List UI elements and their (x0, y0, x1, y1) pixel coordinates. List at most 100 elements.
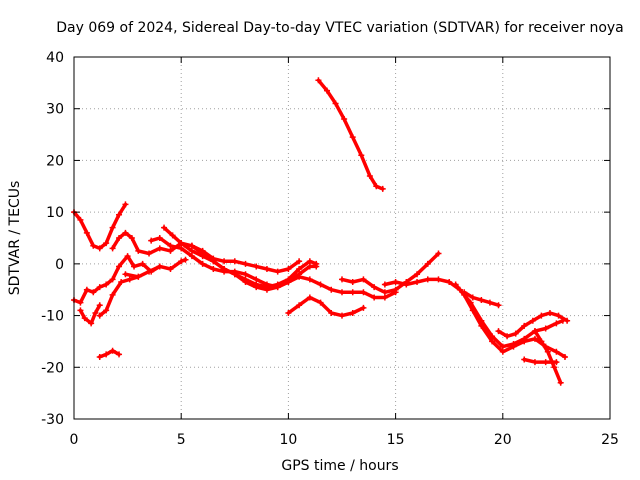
data-point (109, 347, 116, 354)
data-point (555, 312, 562, 319)
data-point (83, 286, 90, 293)
data-point (109, 224, 116, 231)
data-point (469, 294, 476, 301)
data-point (188, 253, 195, 260)
series-arc-17 (495, 309, 571, 340)
data-point (96, 245, 103, 252)
data-point (371, 284, 378, 291)
series-arc-1 (71, 201, 129, 252)
data-point (360, 276, 367, 283)
data-point (546, 309, 553, 316)
data-point (557, 379, 564, 386)
data-point (77, 216, 84, 223)
data-point (313, 260, 320, 267)
data-point (161, 224, 168, 231)
data-point (116, 235, 123, 241)
data-point (341, 116, 348, 123)
y-tick-label: 40 (46, 50, 64, 66)
data-point (296, 266, 303, 273)
data-point (332, 100, 339, 107)
data-point (178, 245, 185, 252)
chart-title: Day 069 of 2024, Sidereal Day-to-day VTE… (56, 20, 624, 36)
series-line (97, 348, 121, 359)
data-point (285, 309, 292, 316)
series-arc-19 (521, 356, 560, 366)
data-point (521, 338, 528, 345)
data-point (358, 152, 365, 159)
data-point (469, 307, 476, 314)
data-point (274, 281, 281, 288)
data-point (188, 247, 195, 254)
data-point (199, 260, 206, 267)
data-point (285, 266, 292, 273)
data-point (263, 284, 270, 291)
data-point (242, 271, 249, 278)
data-point (109, 276, 116, 283)
data-point (178, 258, 185, 265)
data-point (499, 343, 506, 350)
data-point (253, 276, 260, 283)
x-axis-ticks: 0 5 10 15 20 25 (70, 57, 619, 448)
data-point (328, 286, 335, 293)
data-point (349, 309, 356, 316)
data-point (403, 281, 410, 288)
data-point (371, 294, 378, 301)
data-point (564, 317, 571, 324)
data-point (339, 312, 345, 319)
data-point (122, 201, 129, 208)
series-arc-15 (452, 281, 568, 360)
data-point (81, 315, 88, 322)
data-point (551, 364, 558, 371)
data-point (510, 343, 517, 350)
data-point (414, 278, 421, 285)
data-point (274, 268, 281, 275)
data-point (182, 256, 189, 263)
data-point (317, 281, 324, 288)
series-arc-2 (71, 253, 163, 306)
data-point (296, 258, 303, 265)
data-point (178, 240, 185, 247)
data-point (339, 276, 345, 283)
data-point (131, 263, 138, 270)
y-tick-label: 20 (46, 153, 64, 169)
x-tick-label: 5 (177, 432, 186, 448)
y-tick-label: 30 (46, 102, 64, 118)
data-point (128, 235, 135, 241)
data-point (167, 242, 174, 249)
data-point (146, 268, 153, 275)
data-point (373, 183, 380, 190)
data-point (561, 353, 568, 360)
data-point (379, 185, 386, 192)
data-point (489, 338, 496, 345)
series-line (453, 282, 567, 359)
data-point (167, 266, 174, 273)
data-point (328, 309, 335, 316)
data-point (188, 242, 195, 249)
data-point (90, 242, 97, 249)
data-point (96, 312, 103, 319)
data-series (71, 77, 571, 386)
data-point (156, 245, 163, 252)
data-point (542, 325, 549, 332)
data-point (339, 289, 345, 296)
data-point (360, 304, 367, 311)
series-arc-13 (339, 250, 442, 296)
data-point (242, 260, 249, 267)
data-point (414, 271, 421, 278)
data-point (478, 322, 485, 329)
data-point (553, 320, 560, 327)
data-point (210, 258, 217, 265)
data-point (253, 281, 260, 288)
y-tick-label: 0 (55, 257, 64, 273)
y-tick-label: 10 (46, 205, 64, 221)
data-point (135, 273, 142, 280)
x-axis-label: GPS time / hours (281, 458, 398, 474)
data-point (122, 229, 129, 236)
series-arc-10 (188, 242, 320, 291)
data-point (381, 281, 388, 288)
data-point (360, 289, 367, 296)
data-point (317, 299, 324, 306)
data-point (531, 359, 538, 366)
